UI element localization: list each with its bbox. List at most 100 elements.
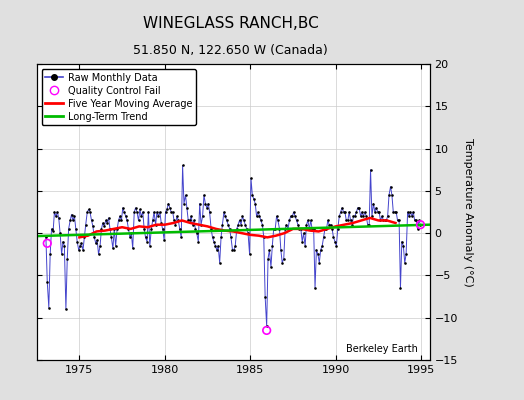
Point	[178, 162, 187, 169]
Point	[45, 304, 53, 311]
Point	[118, 204, 127, 211]
Point	[82, 222, 90, 228]
Point	[133, 209, 141, 215]
Point	[126, 234, 134, 240]
Point	[123, 217, 131, 224]
Point	[60, 243, 69, 249]
Point	[248, 192, 257, 198]
Point	[136, 206, 144, 213]
Point	[158, 226, 167, 232]
Point	[68, 211, 76, 218]
Point	[225, 226, 234, 232]
Point	[194, 238, 202, 245]
Point	[348, 222, 356, 228]
Point	[288, 213, 297, 220]
Point	[247, 175, 255, 181]
Point	[379, 217, 388, 224]
Point	[385, 192, 393, 198]
Point	[394, 217, 402, 224]
Point	[156, 209, 164, 215]
Point	[392, 209, 400, 215]
Point	[176, 226, 184, 232]
Point	[338, 204, 346, 211]
Point	[180, 200, 188, 207]
Point	[190, 217, 198, 224]
Point	[209, 234, 217, 240]
Point	[223, 217, 231, 224]
Point	[113, 226, 122, 232]
Point	[43, 279, 51, 285]
Point	[58, 251, 66, 258]
Point	[197, 222, 205, 228]
Point	[153, 209, 161, 215]
Point	[107, 234, 115, 240]
Point	[412, 217, 420, 224]
Point	[137, 213, 146, 220]
Point	[249, 196, 258, 202]
Point	[285, 217, 293, 224]
Point	[375, 209, 383, 215]
Point	[414, 217, 423, 224]
Point	[280, 255, 288, 262]
Point	[99, 220, 107, 226]
Point	[127, 230, 136, 236]
Point	[191, 226, 200, 232]
Point	[400, 260, 409, 266]
Point	[116, 213, 124, 220]
Text: WINEGLASS RANCH,BC: WINEGLASS RANCH,BC	[143, 16, 319, 31]
Point	[332, 243, 341, 249]
Point	[217, 234, 225, 240]
Point	[319, 234, 328, 240]
Point	[83, 209, 92, 215]
Point	[148, 217, 157, 224]
Point	[316, 247, 325, 253]
Point	[43, 240, 51, 246]
Point	[281, 226, 289, 232]
Point	[130, 209, 138, 215]
Point	[354, 204, 362, 211]
Point	[213, 247, 221, 253]
Point	[50, 209, 59, 215]
Point	[143, 238, 151, 245]
Point	[365, 222, 374, 228]
Point	[322, 226, 331, 232]
Point	[282, 222, 291, 228]
Point	[369, 200, 378, 207]
Point	[146, 243, 154, 249]
Point	[265, 247, 274, 253]
Point	[311, 285, 319, 291]
Point	[326, 222, 335, 228]
Point	[321, 226, 329, 232]
Point	[80, 234, 89, 240]
Point	[318, 243, 326, 249]
Point	[335, 213, 344, 220]
Point	[344, 217, 352, 224]
Point	[254, 209, 263, 215]
Text: Berkeley Earth: Berkeley Earth	[346, 344, 418, 354]
Point	[325, 222, 333, 228]
Point	[230, 247, 238, 253]
Point	[271, 226, 279, 232]
Text: 51.850 N, 122.650 W (Canada): 51.850 N, 122.650 W (Canada)	[133, 44, 328, 57]
Point	[218, 222, 226, 228]
Point	[188, 222, 196, 228]
Point	[132, 204, 140, 211]
Point	[263, 327, 271, 334]
Point	[177, 234, 185, 240]
Point	[239, 217, 248, 224]
Point	[203, 204, 211, 211]
Point	[170, 217, 178, 224]
Point	[384, 213, 392, 220]
Point	[214, 243, 222, 249]
Point	[86, 209, 94, 215]
Point	[46, 251, 54, 258]
Point	[352, 209, 361, 215]
Point	[287, 213, 295, 220]
Point	[187, 213, 195, 220]
Point	[117, 217, 126, 224]
Point	[231, 243, 239, 249]
Point	[399, 243, 408, 249]
Point	[336, 209, 345, 215]
Point	[370, 209, 379, 215]
Point	[94, 251, 103, 258]
